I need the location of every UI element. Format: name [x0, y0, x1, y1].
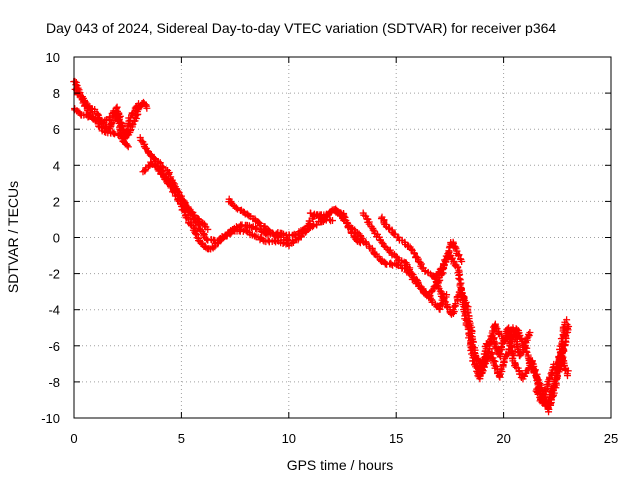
x-tick-label: 25 [604, 431, 618, 446]
data-point [329, 217, 336, 225]
data-point [449, 254, 457, 262]
data-point [440, 297, 448, 305]
x-tick-label: 5 [178, 431, 185, 446]
y-tick-label: 6 [53, 122, 60, 137]
data-point [564, 372, 571, 380]
data-point [491, 358, 499, 366]
data-point [470, 357, 478, 365]
data-point [117, 131, 125, 139]
data-point [393, 261, 401, 269]
data-point [301, 225, 309, 233]
series-track-3 [71, 85, 132, 151]
data-point [555, 366, 563, 374]
data-point [533, 377, 541, 385]
data-point [111, 130, 119, 138]
data-point [450, 303, 458, 311]
data-point [517, 374, 525, 382]
data-point [410, 250, 418, 258]
data-point [112, 104, 120, 112]
data-point [124, 143, 132, 151]
data-point [434, 281, 442, 289]
data-point [443, 302, 451, 310]
series-track-6 [151, 160, 212, 233]
data-point [458, 257, 466, 265]
y-tick-label: -8 [48, 375, 60, 390]
data-point [563, 321, 571, 329]
data-point [232, 204, 240, 212]
data-points [70, 77, 573, 416]
data-point [204, 225, 212, 233]
x-axis-label: GPS time / hours [287, 457, 394, 473]
data-point [378, 238, 386, 246]
data-point [547, 370, 555, 378]
data-point [143, 104, 151, 112]
data-point [547, 400, 555, 408]
data-point [443, 291, 451, 299]
data-point [284, 236, 292, 244]
data-point [402, 259, 410, 267]
y-tick-label: -6 [48, 339, 60, 354]
data-point [163, 175, 171, 183]
grid [74, 57, 611, 418]
x-tick-label: 10 [282, 431, 296, 446]
y-tick-label: -2 [48, 267, 60, 282]
data-point [156, 166, 164, 174]
x-tick-label: 0 [70, 431, 77, 446]
y-tick-label: 2 [53, 194, 60, 209]
series-track-14 [532, 321, 573, 407]
chart-title: Day 043 of 2024, Sidereal Day-to-day VTE… [46, 20, 556, 36]
y-tick-label: 0 [53, 231, 60, 246]
x-tick-label: 20 [496, 431, 510, 446]
data-point [251, 232, 259, 240]
data-point [183, 214, 191, 222]
y-tick-label: 8 [53, 86, 60, 101]
x-tick-label: 15 [389, 431, 403, 446]
y-tick-label: -4 [48, 303, 60, 318]
data-point [126, 114, 134, 122]
data-point [534, 390, 542, 398]
data-point [165, 178, 173, 186]
y-tick-label: 4 [53, 158, 60, 173]
data-point [151, 160, 159, 168]
data-point [191, 230, 199, 238]
data-point [116, 112, 124, 120]
series-track-8 [306, 205, 451, 313]
data-point [526, 329, 534, 337]
data-point [252, 224, 260, 232]
series-track-9 [377, 213, 466, 281]
data-point [504, 330, 512, 338]
data-point [201, 222, 209, 230]
data-point [170, 184, 178, 192]
series-track-5 [139, 158, 292, 253]
data-point [290, 230, 298, 238]
data-point [392, 252, 400, 260]
data-point [91, 116, 99, 124]
data-point [128, 121, 136, 129]
y-tick-label: -10 [41, 411, 60, 426]
data-point [118, 125, 126, 133]
axis-ticks: 0 5 10 15 20 25 -10 -8 -6 -4 -2 0 2 4 6 8 10 [41, 50, 618, 446]
series-track-4 [136, 134, 336, 250]
y-axis-label: SDTVAR / TECUs [5, 181, 21, 293]
y-tick-label: 10 [46, 50, 60, 65]
data-point [214, 240, 222, 248]
data-point [123, 141, 131, 149]
data-point [503, 325, 511, 333]
data-point [472, 363, 480, 371]
